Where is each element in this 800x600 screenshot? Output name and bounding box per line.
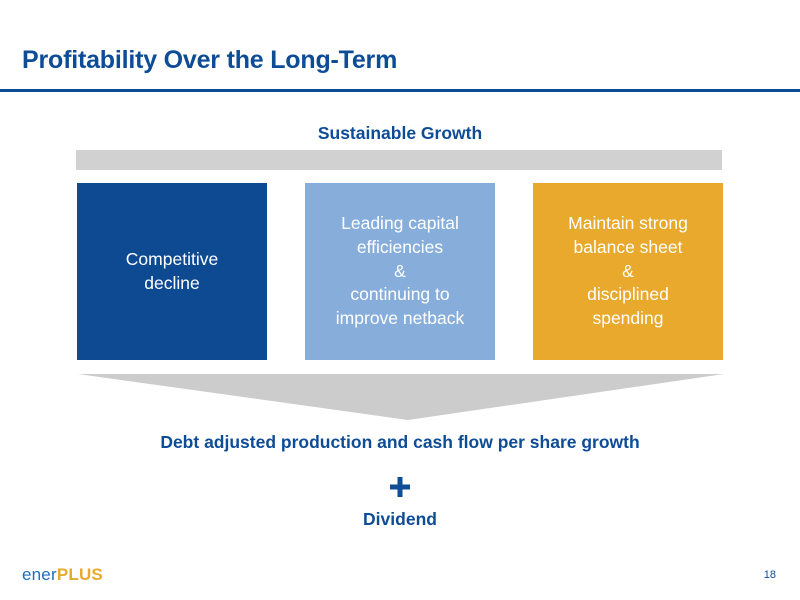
box-capital-efficiencies: Leading capital efficiencies & continuin… <box>305 183 495 360</box>
box-balance-sheet: Maintain strong balance sheet & discipli… <box>533 183 723 360</box>
box-balance-sheet-text: Maintain strong balance sheet & discipli… <box>568 213 688 328</box>
enerplus-logo: enerPLUS <box>22 565 103 585</box>
page-number: 18 <box>763 569 776 581</box>
plus-icon <box>390 477 410 497</box>
logo-text-ener: ener <box>22 565 57 584</box>
title-divider <box>0 89 800 92</box>
box-capital-efficiencies-text: Leading capital efficiencies & continuin… <box>335 213 465 328</box>
box-competitive-decline: Competitive decline <box>77 183 267 360</box>
result-label: Debt adjusted production and cash flow p… <box>160 432 640 452</box>
slide-title: Profitability Over the Long-Term <box>22 46 398 74</box>
funnel-arrow <box>78 374 724 420</box>
logo-text-plus: PLUS <box>56 565 103 584</box>
dividend-label: Dividend <box>363 509 437 529</box>
growth-bar <box>76 150 722 170</box>
sustainable-growth-label: Sustainable Growth <box>317 123 483 143</box>
funnel-arrow-shape <box>78 374 724 420</box>
box-competitive-decline-text: Competitive decline <box>125 248 219 293</box>
